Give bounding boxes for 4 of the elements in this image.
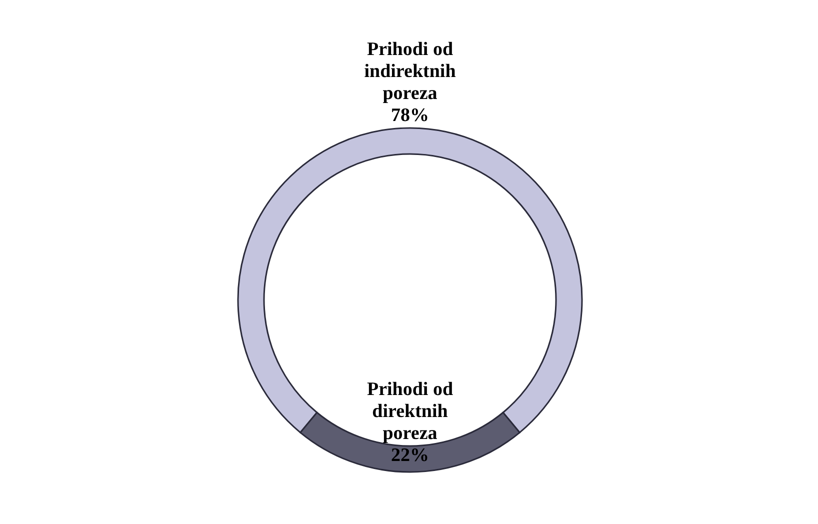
data-label: 22% [391,445,429,466]
slice-label: Prihodi od indirektnih poreza [364,39,456,104]
data-label: 78% [391,105,429,126]
slice-label: Prihodi od direktnih poreza [366,379,454,444]
